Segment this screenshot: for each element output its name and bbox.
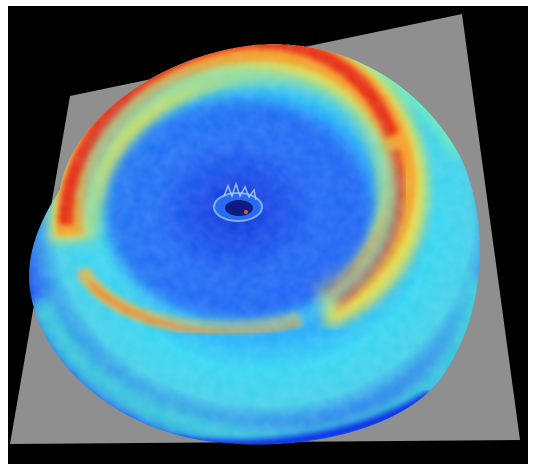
central-crater	[213, 181, 263, 222]
